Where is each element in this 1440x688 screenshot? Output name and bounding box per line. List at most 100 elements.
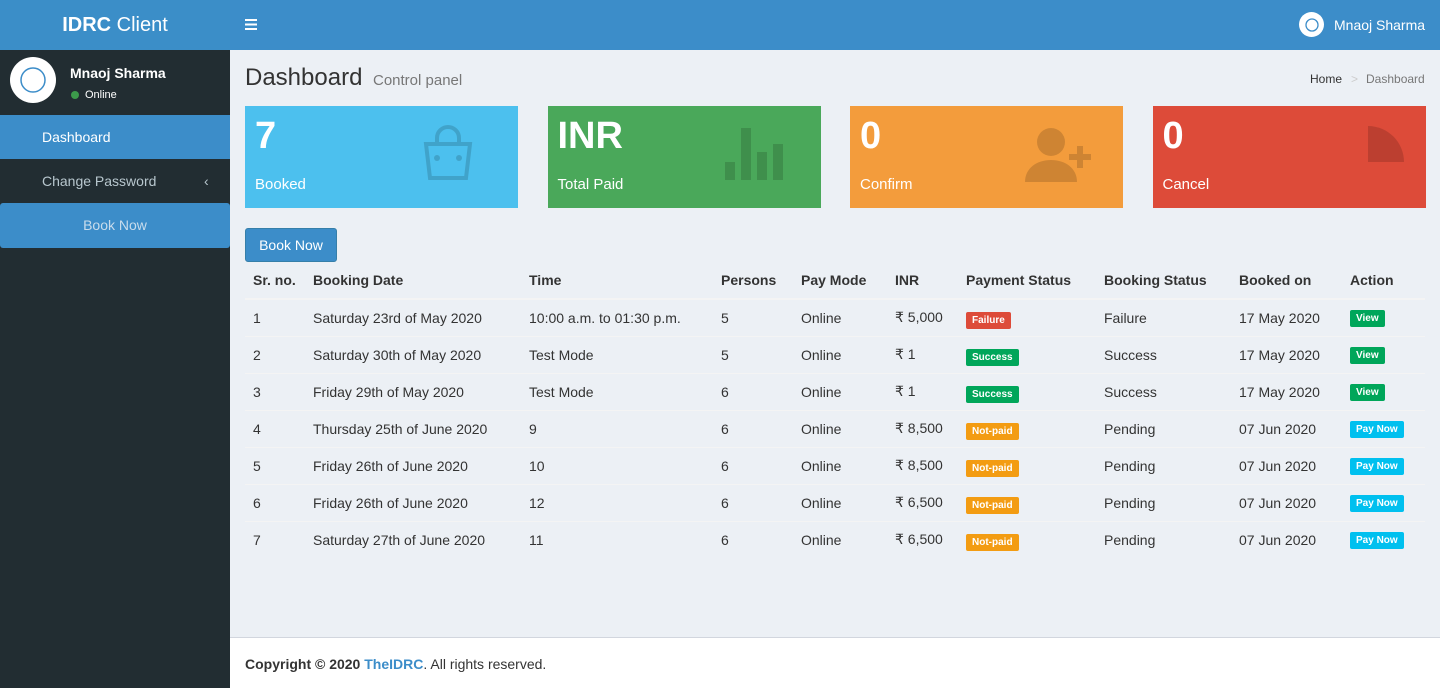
table-row: 4 Thursday 25th of June 2020 9 6 Online ₹ 8,5… (245, 409, 1425, 447)
sidebar-book-button[interactable]: Book Now (0, 203, 230, 248)
table-cell: Online (793, 520, 887, 558)
table-body: 1 Saturday 23rd of May 2020 10:00 a.m. to … (245, 298, 1425, 558)
action-button[interactable]: View (1350, 310, 1385, 328)
table-cell: 9 (521, 409, 713, 447)
box-icon (423, 125, 473, 180)
cell-text: Online (801, 457, 842, 474)
table-cell: 07 Jun 2020 (1231, 520, 1342, 558)
status-badge: Not-paid (966, 533, 1019, 551)
column-header: Sr. no. (245, 262, 305, 300)
table-cell: Test Mode (521, 372, 713, 410)
table-wrap: Sr. no. Booking Date Time Persons Pay Mode IN… (245, 262, 1425, 558)
cell-text: Success (1104, 383, 1157, 400)
column-header: Time (521, 262, 713, 300)
book-button[interactable]: Book Now (245, 228, 337, 262)
table-cell: Not-paid (958, 409, 1096, 447)
action-button[interactable]: View (1350, 347, 1385, 364)
table-cell: View (1342, 335, 1425, 373)
cell-text: 9 (529, 420, 537, 437)
footer-suffix: . All rights reserved. (423, 656, 547, 672)
cell-text: Saturday 27th of June 2020 (313, 531, 486, 548)
header-avatar[interactable] (1299, 12, 1324, 37)
cell-text: ₹ 1 (895, 383, 916, 399)
table-cell: Success (1096, 372, 1231, 410)
table-cell: Online (793, 298, 887, 336)
header-user-name[interactable]: Mnaoj Sharma (1334, 17, 1426, 33)
menu-item[interactable]: Change Password (42, 173, 157, 189)
table-cell: View (1342, 372, 1425, 410)
cell-text: 11 (529, 531, 544, 548)
cell-text: Test Mode (529, 346, 594, 363)
table-cell: Online (793, 446, 887, 484)
footer-link[interactable]: TheIDRC (364, 656, 424, 672)
table-row: 2 Saturday 30th of May 2020 Test Mode 5 Onli… (245, 335, 1425, 373)
table-cell: Pay Now (1342, 483, 1425, 521)
cell-text: Online (801, 494, 842, 511)
column-header: Action (1342, 262, 1425, 300)
brand-light: Client (116, 14, 168, 36)
table-cell: 6 (713, 372, 793, 410)
box-icon (1367, 126, 1404, 162)
column-header: Booking Status (1096, 262, 1231, 300)
table-cell: Not-paid (958, 483, 1096, 521)
menu-item[interactable]: Dashboard (0, 115, 230, 159)
table-cell: ₹ 1 (887, 335, 958, 373)
cell-text: Success (1104, 346, 1157, 363)
cell-text: Pending (1104, 494, 1156, 511)
logo[interactable]: IDRC Client (0, 0, 230, 50)
table-cell: Saturday 23rd of May 2020 (305, 298, 521, 336)
action-button[interactable]: Pay Now (1350, 421, 1404, 438)
breadcrumb-current: Dashboard (1366, 72, 1425, 86)
cell-text: Friday 26th of June 2020 (313, 457, 468, 474)
cell-text: 10 (529, 457, 545, 474)
footer-prefix: Copyright © 2020 (245, 656, 361, 672)
cell-text: 4 (253, 420, 261, 437)
action-button[interactable]: Pay Now (1350, 532, 1404, 550)
column-header: Persons (713, 262, 793, 300)
cell-text: Pending (1104, 457, 1156, 474)
cell-text: Failure (1104, 309, 1147, 326)
table-cell: Pending (1096, 483, 1231, 521)
table-cell: 07 Jun 2020 (1231, 409, 1342, 447)
cell-text: Pending (1104, 420, 1156, 437)
table-cell: Success (958, 372, 1096, 410)
table-cell: 1 (245, 298, 305, 336)
table-cell: ₹ 8,500 (887, 409, 958, 447)
info-box: 0 Confirm (850, 106, 1123, 208)
table-cell: 2 (245, 335, 305, 373)
table-cell: 17 May 2020 (1231, 335, 1342, 373)
table-cell: 7 (245, 520, 305, 558)
cell-text: 5 (253, 457, 261, 474)
table-cell: Pending (1096, 520, 1231, 558)
table-cell: 10:00 a.m. to 01:30 p.m. (521, 298, 713, 336)
box-value: INR (557, 115, 623, 157)
table-cell: Success (1096, 335, 1231, 373)
cell-text: Online (801, 531, 842, 548)
table-cell: 5 (245, 446, 305, 484)
table-cell: Thursday 25th of June 2020 (305, 409, 521, 447)
column-header: Payment Status (958, 262, 1096, 300)
table-cell: ₹ 6,500 (887, 483, 958, 521)
table-cell: Friday 26th of June 2020 (305, 446, 521, 484)
cell-text: 6 (721, 457, 729, 474)
cell-text: Friday 26th of June 2020 (313, 494, 468, 511)
status-badge: Success (966, 348, 1019, 366)
table-cell: Saturday 30th of May 2020 (305, 335, 521, 373)
menu-toggle[interactable] (245, 19, 257, 30)
table-cell: Friday 29th of May 2020 (305, 372, 521, 410)
table-cell: Success (958, 335, 1096, 373)
column-header: Pay Mode (793, 262, 887, 300)
table-cell: Online (793, 409, 887, 447)
cell-text: ₹ 1 (895, 346, 916, 362)
cell-text: 17 May 2020 (1239, 309, 1320, 326)
table-cell: 5 (713, 298, 793, 336)
table-cell: 6 (713, 520, 793, 558)
cell-text: 07 Jun 2020 (1239, 420, 1317, 437)
table-cell: ₹ 1 (887, 372, 958, 410)
breadcrumb-home[interactable]: Home (1310, 72, 1343, 86)
cell-text: 6 (253, 494, 261, 511)
table-header: Sr. no. Booking Date Time Persons Pay Mode IN… (245, 262, 1425, 300)
action-button[interactable]: Pay Now (1350, 495, 1404, 512)
action-button[interactable]: Pay Now (1350, 458, 1404, 475)
action-button[interactable]: View (1350, 384, 1385, 401)
